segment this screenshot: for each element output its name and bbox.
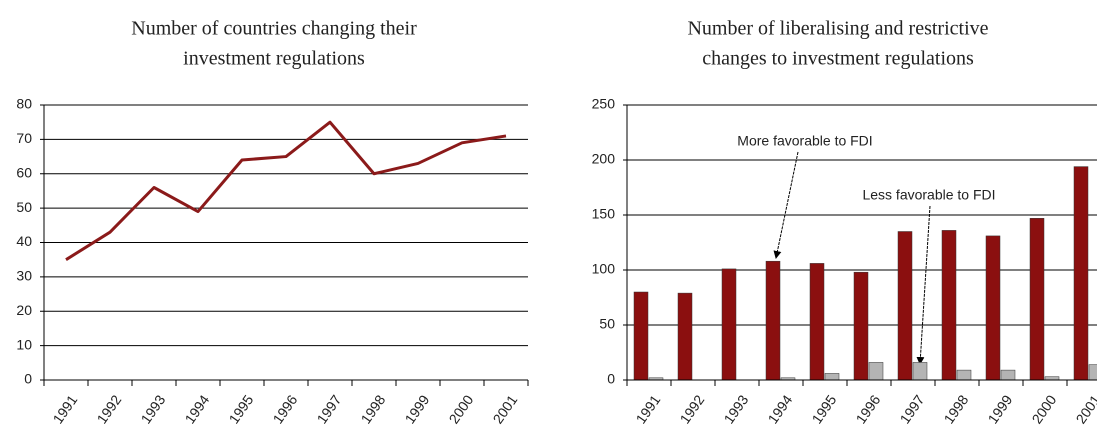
x-tick-label: 1993 xyxy=(137,392,168,427)
bar xyxy=(677,292,693,381)
arrow xyxy=(773,151,799,259)
y-tick-label: 200 xyxy=(592,151,616,167)
bar xyxy=(853,271,869,381)
bar xyxy=(809,263,825,381)
x-tick-label: 1998 xyxy=(940,392,971,427)
bar xyxy=(912,362,928,381)
bar xyxy=(1088,364,1097,381)
x-tick-label: 1992 xyxy=(93,392,124,427)
bar xyxy=(1029,218,1045,381)
y-tick-label: 0 xyxy=(24,371,32,387)
y-tick-label: 150 xyxy=(592,206,616,222)
chart-title: changes to investment regulations xyxy=(702,48,974,70)
x-tick-label: 1993 xyxy=(720,392,751,427)
y-tick-label: 250 xyxy=(592,96,616,112)
y-tick-label: 80 xyxy=(16,96,32,112)
y-tick-label: 50 xyxy=(599,316,615,332)
bar xyxy=(824,373,840,381)
x-tick-label: 1999 xyxy=(984,392,1015,427)
y-tick-label: 60 xyxy=(16,164,32,180)
chart-title: Number of countries changing their xyxy=(131,18,417,40)
line xyxy=(65,120,507,261)
bar xyxy=(897,231,913,381)
x-tick-label: 1997 xyxy=(313,392,344,427)
y-tick-label: 10 xyxy=(16,336,32,352)
x-tick-label: 1994 xyxy=(764,392,795,427)
x-tick-label: 1991 xyxy=(632,392,663,427)
x-tick-label: 1994 xyxy=(181,392,212,427)
x-tick-label: 1996 xyxy=(269,392,300,427)
y-tick-label: 100 xyxy=(592,261,616,277)
y-tick-label: 50 xyxy=(16,199,32,215)
bar xyxy=(956,369,972,381)
x-tick-label: 2000 xyxy=(445,392,476,427)
x-tick-label: 1995 xyxy=(808,392,839,427)
bar xyxy=(721,268,737,381)
bar xyxy=(941,230,957,381)
y-tick-label: 30 xyxy=(16,268,32,284)
x-tick-label: 1996 xyxy=(852,392,883,427)
bar xyxy=(985,235,1001,381)
x-tick-label: 1997 xyxy=(896,392,927,427)
arrow xyxy=(916,205,931,365)
x-tick-label: 1998 xyxy=(357,392,388,427)
x-tick-label: 2001 xyxy=(489,392,520,427)
bar xyxy=(765,260,781,381)
y-tick-label: 40 xyxy=(16,233,32,249)
x-tick-label: 2001 xyxy=(1072,392,1097,427)
y-tick-label: 0 xyxy=(607,371,615,387)
bar xyxy=(1000,369,1016,381)
annotation: Less favorable to FDI xyxy=(862,187,995,203)
x-tick-label: 1999 xyxy=(401,392,432,427)
bar xyxy=(1073,166,1089,381)
x-tick-label: 2000 xyxy=(1028,392,1059,427)
bar xyxy=(633,291,649,381)
x-tick-label: 1995 xyxy=(225,392,256,427)
y-tick-label: 70 xyxy=(16,130,32,146)
chart-title: investment regulations xyxy=(183,48,365,70)
x-tick-label: 1992 xyxy=(676,392,707,427)
bar xyxy=(868,362,884,381)
annotation: More favorable to FDI xyxy=(737,133,872,149)
chart-title: Number of liberalising and restrictive xyxy=(687,18,988,40)
x-tick-label: 1991 xyxy=(49,392,80,427)
y-tick-label: 20 xyxy=(16,302,32,318)
